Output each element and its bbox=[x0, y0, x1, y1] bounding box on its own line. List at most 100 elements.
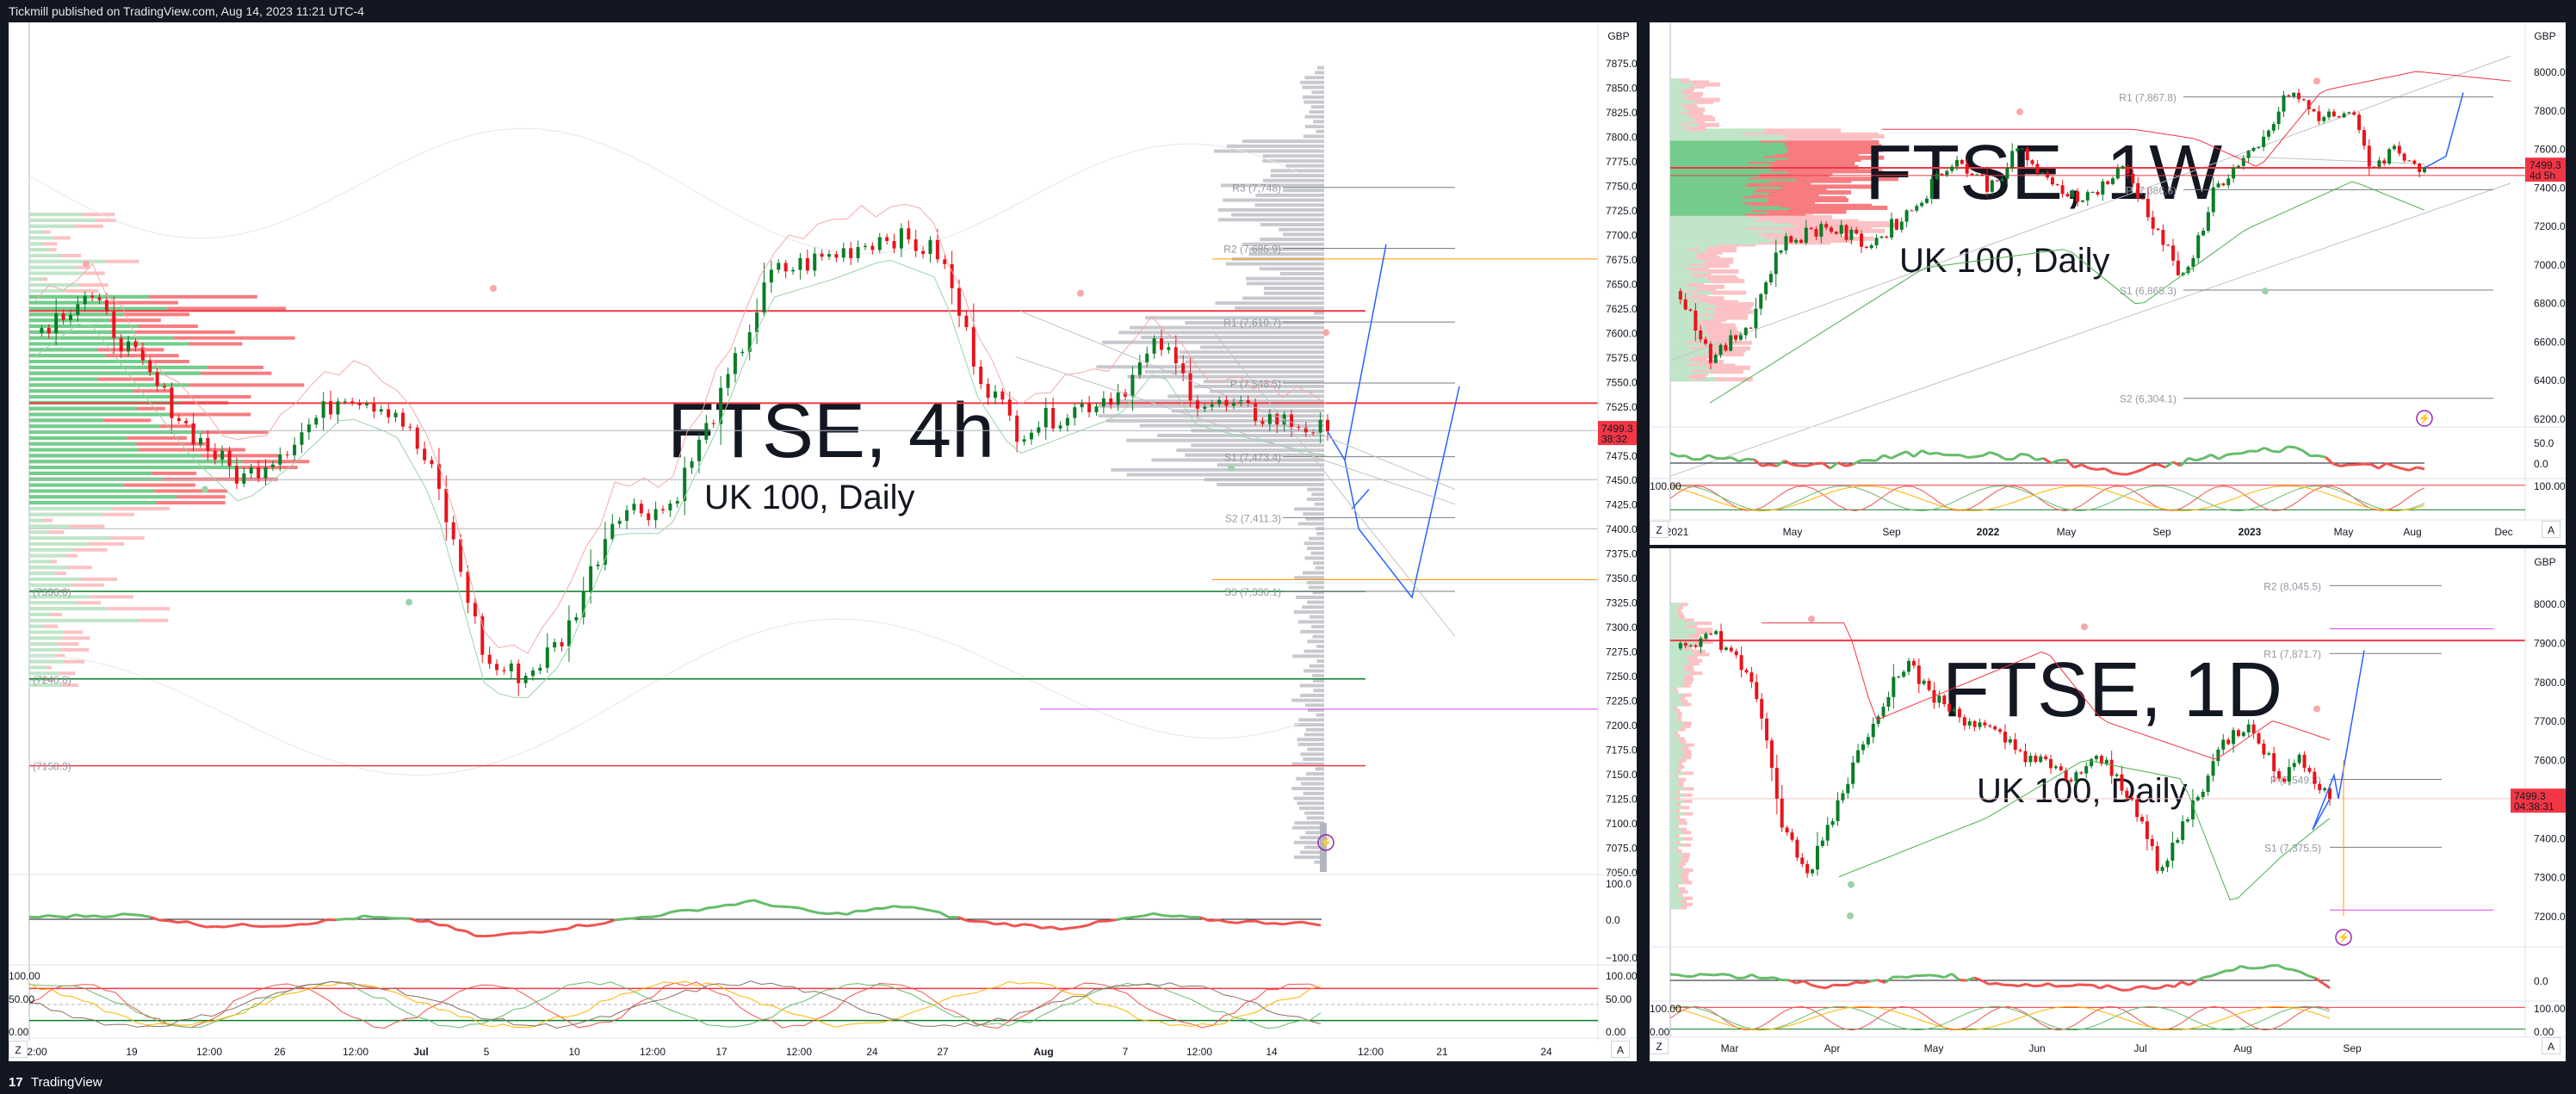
left-time-tick: 12:00 bbox=[196, 1046, 222, 1058]
left-session-profile-bar bbox=[1270, 174, 1324, 178]
br-osc1-tick: 0.0 bbox=[2534, 975, 2548, 987]
left-candle bbox=[560, 642, 564, 647]
left-time-tick: 12:00 bbox=[640, 1046, 666, 1058]
br-osc-segment bbox=[2158, 984, 2168, 990]
br-bg bbox=[1650, 548, 2566, 1061]
left-z-button[interactable]: Z bbox=[9, 1041, 28, 1058]
left-volume-profile-buy-bar bbox=[29, 518, 44, 522]
left-session-profile-bar bbox=[1311, 625, 1324, 629]
br-osc-segment bbox=[2292, 968, 2300, 973]
left-session-profile-bar bbox=[1304, 703, 1324, 708]
left-session-profile-bar bbox=[1306, 580, 1324, 584]
left-session-profile-bar bbox=[1098, 414, 1324, 418]
left-a-button[interactable]: A bbox=[1611, 1041, 1630, 1058]
left-session-profile-bar bbox=[1293, 796, 1324, 800]
br-candle bbox=[1902, 671, 1906, 677]
tr-osc-segment bbox=[1784, 459, 1793, 467]
left-session-profile-bar bbox=[1294, 821, 1324, 825]
br-volume-buy-bar bbox=[1670, 658, 1690, 663]
bottom-right-chart-canvas[interactable]: FTSE, 1D UK 100, Daily R2 (8,045.5) R1 (7,8… bbox=[1650, 548, 2566, 1061]
left-candle bbox=[545, 647, 549, 668]
left-session-profile-bar bbox=[1298, 806, 1324, 810]
left-candle bbox=[263, 467, 268, 479]
tr-candle bbox=[2115, 168, 2120, 179]
left-candle bbox=[90, 295, 95, 298]
left-price-tick: 7600.0 bbox=[1606, 327, 1637, 339]
tr-osc-segment bbox=[2150, 463, 2158, 467]
tr-price-tick: 6600.0 bbox=[2534, 336, 2566, 348]
left-candle bbox=[1275, 413, 1279, 425]
br-time-tick: Sep bbox=[2343, 1042, 2362, 1054]
left-osc-line-segment bbox=[205, 924, 215, 929]
br-osc-segment bbox=[1825, 983, 1834, 990]
tr-osc-segment bbox=[1852, 459, 1861, 466]
br-candle bbox=[2221, 739, 2226, 750]
br-candle bbox=[1972, 720, 1977, 727]
br-volume-buy-bar bbox=[1670, 862, 1680, 866]
left-candle bbox=[668, 503, 672, 510]
br-osc2-left-tick: 0.00 bbox=[1650, 1026, 1670, 1038]
left-candle bbox=[206, 437, 210, 451]
left-osc-line-segment bbox=[1134, 914, 1145, 918]
br-signal-dot bbox=[1848, 881, 1855, 888]
left-candle bbox=[719, 387, 723, 424]
left-session-profile-bar bbox=[1246, 281, 1324, 286]
tr-osc1-tick: 0.0 bbox=[2534, 458, 2548, 470]
left-session-profile-bar bbox=[1313, 561, 1324, 566]
br-candle bbox=[2318, 783, 2322, 791]
tr-time-tick: Dec bbox=[2494, 526, 2512, 538]
br-candle bbox=[1871, 723, 1875, 738]
left-osc-line-segment bbox=[679, 908, 690, 912]
tr-candle bbox=[1960, 159, 1964, 164]
left-candle bbox=[733, 353, 737, 374]
tr-osc-segment bbox=[1731, 456, 1740, 463]
left-candle bbox=[1007, 399, 1012, 416]
left-volume-profile-buy-bar bbox=[29, 389, 134, 393]
br-candle bbox=[2257, 733, 2261, 744]
tr-osc-segment bbox=[1792, 463, 1800, 467]
br-volume-buy-bar bbox=[1670, 902, 1684, 906]
br-volume-buy-bar bbox=[1670, 743, 1685, 747]
br-price-tick: 7200.0 bbox=[2534, 911, 2566, 923]
left-osc-line-segment bbox=[503, 931, 513, 936]
left-osc-line-segment bbox=[763, 901, 773, 908]
top-right-chart-panel[interactable]: FTSE, 1W UK 100, Daily R1 (7,867.8) P (7,38… bbox=[1650, 22, 2566, 545]
left-candle bbox=[625, 510, 629, 522]
br-candle bbox=[2226, 739, 2231, 745]
left-candle bbox=[1217, 399, 1222, 405]
tr-candle bbox=[1879, 236, 1884, 238]
tr-currency-label: GBP bbox=[2534, 30, 2555, 42]
bottom-right-chart-panel[interactable]: FTSE, 1D UK 100, Daily R2 (8,045.5) R1 (7,8… bbox=[1650, 548, 2566, 1061]
top-right-a-button[interactable]: A bbox=[2542, 521, 2561, 538]
tr-candle bbox=[2040, 172, 2045, 174]
left-volume-profile-buy-bar bbox=[29, 412, 170, 417]
br-candle bbox=[2155, 845, 2159, 871]
br-candle bbox=[2181, 821, 2185, 840]
br-time-tick: Jul bbox=[2133, 1042, 2146, 1054]
bottom-right-a-button[interactable]: A bbox=[2542, 1037, 2561, 1054]
tr-osc-segment bbox=[2241, 449, 2250, 455]
left-volume-profile-buy-bar bbox=[29, 577, 83, 581]
left-session-profile-bar bbox=[1307, 708, 1324, 712]
tr-signal-dot bbox=[2016, 108, 2023, 116]
br-volume-buy-bar bbox=[1670, 852, 1682, 856]
tr-candle bbox=[1899, 221, 1904, 230]
br-osc-segment bbox=[2107, 984, 2115, 990]
tr-candle bbox=[2221, 183, 2226, 186]
bottom-right-z-button[interactable]: Z bbox=[1650, 1037, 1669, 1054]
left-volume-profile-buy-bar bbox=[29, 553, 66, 558]
left-osc-line-segment bbox=[967, 919, 977, 923]
tr-candle bbox=[2141, 198, 2146, 200]
br-candle bbox=[1825, 825, 1830, 841]
left-chart-panel[interactable]: FTSE, 4h UK 100, Daily (7336.0) (7246.8) (71… bbox=[9, 22, 1637, 1061]
br-candle bbox=[2039, 756, 2043, 763]
br-candle bbox=[2246, 724, 2251, 732]
left-osc-line-segment bbox=[1023, 923, 1033, 927]
left-session-profile-bar bbox=[1225, 262, 1324, 266]
left-osc-line-segment bbox=[335, 918, 346, 922]
top-right-z-button[interactable]: Z bbox=[1650, 521, 1669, 538]
tr-osc-segment bbox=[2179, 457, 2189, 467]
left-session-profile-bar bbox=[1262, 178, 1324, 182]
